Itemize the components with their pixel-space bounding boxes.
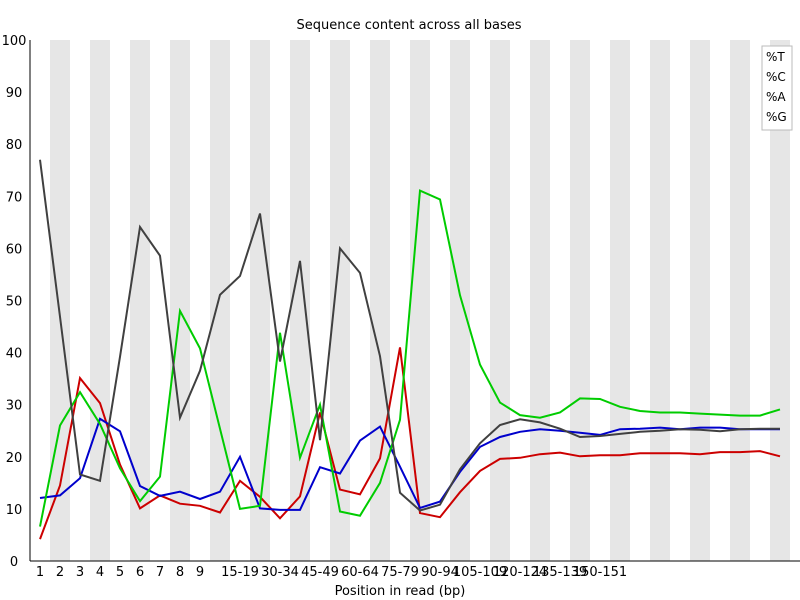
y-tick-label: 90	[6, 86, 23, 101]
band	[210, 40, 230, 561]
x-tick-label: 5	[116, 565, 124, 580]
legend-entry: %C	[766, 70, 786, 84]
x-axis-label: Position in read (bp)	[335, 584, 466, 599]
y-tick-label: 20	[6, 451, 23, 466]
x-tick-label: 45-49	[301, 565, 339, 580]
x-tick-label: 60-64	[341, 565, 379, 580]
legend-box	[761, 45, 793, 131]
y-tick-label: 0	[10, 555, 18, 570]
x-tick-label: 3	[76, 565, 84, 580]
x-tick-label: 120-124	[493, 565, 547, 580]
band	[410, 40, 430, 561]
band	[450, 40, 470, 561]
y-tick-label: 50	[6, 295, 23, 310]
y-axis-ticks: 0 10 20 30 40 50 60 70 80 90 100	[2, 34, 27, 570]
band	[570, 40, 590, 561]
x-tick-label: 90-94	[421, 565, 459, 580]
x-axis-ticks: 1 2 3 4 5 6 7 8 9 15-19 30-34 45-49 60-64 75-79 90-941…	[36, 565, 627, 580]
series-line-pct-g	[39, 159, 780, 512]
band	[250, 40, 270, 561]
band	[530, 40, 550, 561]
x-tick-label: 8	[176, 565, 184, 580]
chart-title: Sequence content across all bases	[296, 18, 521, 33]
x-tick-label: 105-109	[453, 565, 507, 580]
y-tick-label: 30	[6, 399, 23, 414]
series-line-pct-a	[39, 189, 781, 527]
band	[170, 40, 190, 561]
y-tick-label: 10	[6, 503, 23, 518]
legend-entry: %G	[766, 110, 787, 124]
axes	[29, 40, 800, 562]
y-tick-label: 80	[6, 138, 23, 153]
x-tick-label: 135-139	[533, 565, 587, 580]
series-line-pct-c	[39, 417, 780, 511]
band	[770, 40, 790, 561]
legend-entry: %T	[766, 50, 785, 64]
x-tick-label: 4	[96, 565, 104, 580]
x-tick-label: 30-34	[261, 565, 299, 580]
y-tick-label: 40	[6, 347, 23, 362]
series-lines	[39, 159, 781, 540]
band	[490, 40, 510, 561]
band	[610, 40, 630, 561]
x-tick-label: 150-151	[573, 565, 627, 580]
series-line-pct-t	[39, 347, 781, 540]
y-tick-label: 100	[2, 34, 27, 49]
x-tick-label: 2	[56, 565, 64, 580]
x-tick-label: 75-79	[381, 565, 419, 580]
x-tick-label: 6	[136, 565, 144, 580]
x-tick-label: 7	[156, 565, 164, 580]
band	[730, 40, 750, 561]
band	[50, 40, 70, 561]
background-bands	[50, 40, 790, 561]
x-tick-label: 9	[196, 565, 204, 580]
x-tick-label: 15-19	[221, 565, 259, 580]
y-tick-label: 70	[6, 190, 23, 205]
band	[650, 40, 670, 561]
x-tick-label: 1	[36, 565, 44, 580]
band	[130, 40, 150, 561]
legend: %T %C %A %G	[761, 45, 793, 131]
band	[690, 40, 710, 561]
legend-entry: %A	[766, 90, 786, 104]
band	[90, 40, 110, 561]
band	[330, 40, 350, 561]
y-tick-label: 60	[6, 242, 23, 257]
